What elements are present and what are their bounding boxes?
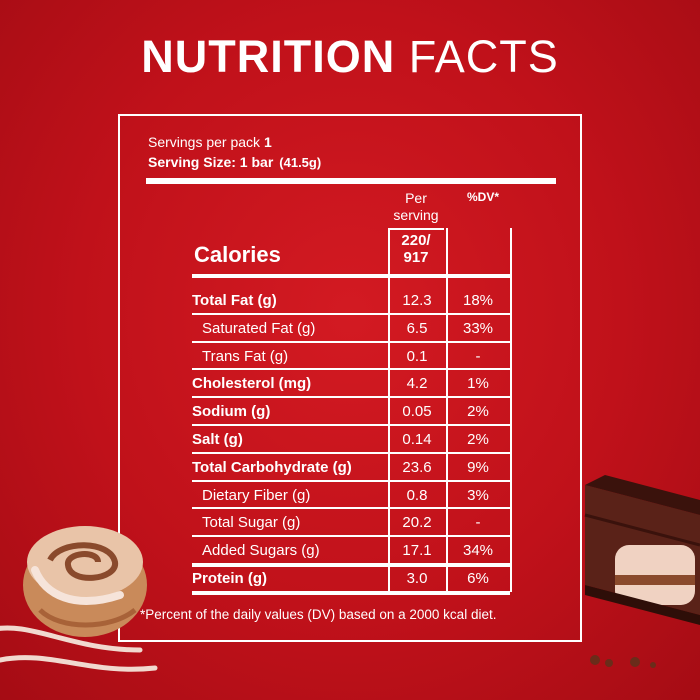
row-rule xyxy=(192,396,510,399)
nutrient-dv: - xyxy=(475,347,481,365)
nutrition-panel: Servings per pack 1 Serving Size: 1 bar (… xyxy=(118,114,582,642)
nutrient-value: 20.2 xyxy=(402,514,432,532)
servings-per-pack: Servings per pack 1 xyxy=(148,134,272,150)
row-rule xyxy=(192,563,510,567)
nutrient-dv: 33% xyxy=(462,319,494,337)
row-rule xyxy=(192,368,510,371)
row-rule xyxy=(192,424,510,426)
per-serving-line1: Per xyxy=(405,190,427,206)
nutrient-label: Protein (g) xyxy=(192,570,267,587)
footnote: *Percent of the daily values (DV) based … xyxy=(140,607,497,622)
row-rule xyxy=(192,479,510,482)
column-rule-dv xyxy=(446,228,448,592)
nutrient-label: Dietary Fiber (g) xyxy=(202,486,311,504)
nutrient-value: 0.05 xyxy=(402,403,432,421)
calories-bottom-rule xyxy=(192,274,510,278)
nutrient-label: Total Fat (g) xyxy=(192,292,277,309)
nutrient-dv: 34% xyxy=(462,542,494,560)
title-regular: FACTS xyxy=(408,31,559,82)
row-rule xyxy=(192,590,510,595)
page-title: NUTRITION FACTS xyxy=(0,34,700,79)
calories-top-rule xyxy=(388,228,444,230)
calories-kj: 917 xyxy=(403,249,429,266)
calories-kcal: 220/ xyxy=(401,232,431,249)
cinnamon-roll-image xyxy=(0,526,158,672)
nutrient-label: Salt (g) xyxy=(192,431,243,448)
nutrient-label: Added Sugars (g) xyxy=(202,542,320,560)
nutrient-dv: 2% xyxy=(467,403,489,421)
nutrient-dv: 2% xyxy=(467,431,489,448)
nutrient-label: Sodium (g) xyxy=(192,403,271,421)
nutrient-dv: - xyxy=(475,514,481,532)
servings-value: 1 xyxy=(263,134,272,150)
row-rule xyxy=(192,451,510,454)
nutrient-dv: 6% xyxy=(467,570,489,587)
nutrient-label: Trans Fat (g) xyxy=(202,347,289,365)
header-divider xyxy=(146,178,556,184)
title-bold: NUTRITION xyxy=(141,31,396,82)
row-rule xyxy=(192,312,510,315)
column-rule-value xyxy=(388,228,390,592)
serving-size-amount: (41.5g) xyxy=(279,155,322,170)
row-rule xyxy=(192,535,510,538)
nutrient-value: 0.1 xyxy=(406,347,428,365)
nutrient-value: 12.3 xyxy=(402,292,432,309)
nutrient-label: Total Carbohydrate (g) xyxy=(192,458,352,476)
per-serving-header: Per serving xyxy=(388,190,444,224)
nutrient-dv: 1% xyxy=(467,375,489,393)
row-rule xyxy=(192,507,510,510)
nutrient-dv: 9% xyxy=(467,458,489,476)
nutrient-value: 3.0 xyxy=(406,570,428,587)
nutrient-label: Total Sugar (g) xyxy=(202,514,301,532)
calories-label: Calories xyxy=(194,242,281,267)
calories-value: 220/ 917 xyxy=(388,232,444,266)
serving-size: Serving Size: 1 bar (41.5g) xyxy=(148,154,321,170)
nutrient-value: 0.14 xyxy=(402,431,432,448)
nutrient-label: Saturated Fat (g) xyxy=(202,319,316,337)
nutrient-value: 4.2 xyxy=(406,375,428,393)
chocolate-bar-image xyxy=(584,475,700,668)
serving-size-label: Serving Size: 1 bar xyxy=(148,154,274,170)
dv-header: %DV* xyxy=(466,190,499,204)
nutrient-dv: 3% xyxy=(467,486,489,504)
nutrient-value: 6.5 xyxy=(406,319,428,337)
nutrient-value: 0.8 xyxy=(406,486,428,504)
per-serving-line2: serving xyxy=(393,207,439,223)
column-rule-right xyxy=(510,228,512,592)
row-rule xyxy=(192,340,510,343)
servings-label: Servings per pack xyxy=(148,134,261,150)
nutrient-label: Cholesterol (mg) xyxy=(192,375,312,393)
nutrient-value: 23.6 xyxy=(402,458,432,476)
nutrient-dv: 18% xyxy=(462,292,494,309)
nutrient-value: 17.1 xyxy=(402,542,432,560)
